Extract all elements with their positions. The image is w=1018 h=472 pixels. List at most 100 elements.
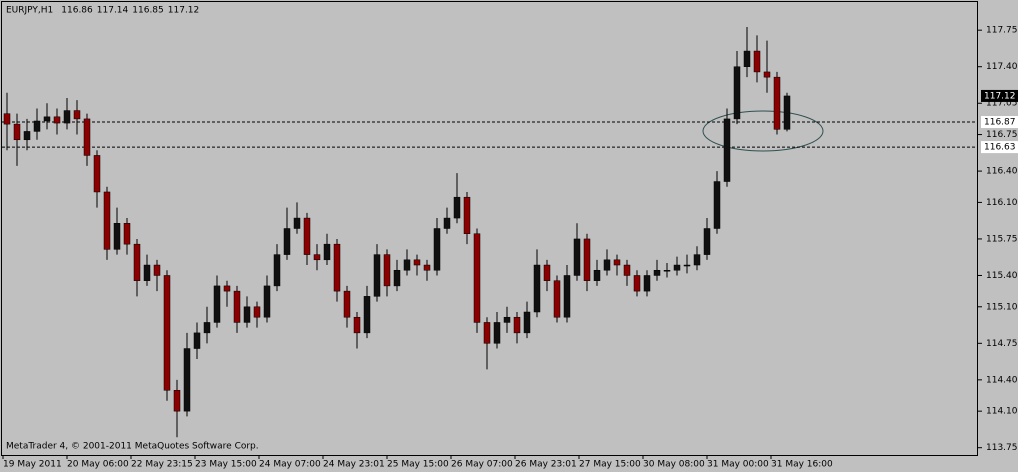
candle-body xyxy=(383,254,391,287)
candle-body xyxy=(433,228,441,271)
candle-body xyxy=(113,223,121,250)
candle-body xyxy=(663,270,671,272)
candle-body xyxy=(333,243,341,292)
candle-body xyxy=(513,316,521,334)
x-tick-label: 30 May 08:00 xyxy=(643,460,705,470)
x-tick-label: 24 May 07:00 xyxy=(259,460,321,470)
candle-body xyxy=(563,275,571,318)
x-tick-label: 24 May 23:01 xyxy=(323,460,385,470)
candle-body xyxy=(213,285,221,323)
candle-body xyxy=(173,390,181,412)
candle-body xyxy=(393,270,401,287)
candle-body xyxy=(633,275,641,292)
candle-body xyxy=(583,238,591,281)
candle-body xyxy=(473,233,481,323)
candle-body xyxy=(63,110,71,124)
y-tick-label: 115.40 xyxy=(986,271,1018,281)
candle-body xyxy=(373,254,381,297)
candle-body xyxy=(53,116,61,124)
y-tick-label: 116.75 xyxy=(986,130,1018,140)
candle-body xyxy=(603,259,611,271)
candle-body xyxy=(753,50,761,73)
candle-body xyxy=(613,259,621,266)
candle-body xyxy=(423,264,431,271)
x-tick-label: 25 May 15:00 xyxy=(387,460,449,470)
candle-body xyxy=(193,332,201,349)
candle-body xyxy=(653,270,661,276)
quote-value: 117.12 xyxy=(168,6,200,16)
candle-body xyxy=(153,264,161,276)
candle-body xyxy=(533,264,541,313)
level-label-box xyxy=(981,141,1018,154)
candle-body xyxy=(303,217,311,255)
candle-body xyxy=(463,196,471,234)
candle-body xyxy=(323,243,331,261)
candle-body xyxy=(783,95,791,130)
candle-body xyxy=(123,223,131,245)
x-tick-label: 23 May 15:00 xyxy=(195,460,257,470)
candle-body xyxy=(143,264,151,281)
candle-body xyxy=(403,259,411,271)
candle-body xyxy=(203,322,211,334)
y-tick-label: 116.10 xyxy=(986,198,1018,208)
candle-body xyxy=(73,110,81,120)
y-tick-label: 115.75 xyxy=(986,234,1018,244)
candle-body xyxy=(3,113,11,125)
candle-body xyxy=(183,348,191,412)
candle-body xyxy=(93,155,101,193)
symbol: EURJPY,H1 xyxy=(6,6,53,16)
candle-body xyxy=(713,181,721,229)
candle-body xyxy=(343,290,351,318)
candle-body xyxy=(353,316,361,334)
candle-body xyxy=(33,120,41,132)
candle-body xyxy=(763,71,771,78)
candle-body xyxy=(163,275,171,391)
y-tick-label: 114.75 xyxy=(986,339,1018,349)
candle-body xyxy=(83,118,91,156)
candle-body xyxy=(493,322,501,344)
candle-body xyxy=(253,306,261,318)
candle-body xyxy=(573,238,581,276)
footer: MetaTrader 4, © 2001-2011 MetaQuotes Sof… xyxy=(6,442,259,452)
candle-body xyxy=(443,217,451,229)
candle-body xyxy=(363,296,371,334)
quote-value: 116.85 xyxy=(132,6,164,16)
candle-body xyxy=(703,228,711,255)
quote-value: 116.86 xyxy=(61,6,93,16)
y-tick-label: 113.75 xyxy=(986,443,1018,453)
x-tick-label: 31 May 16:00 xyxy=(771,460,833,470)
y-tick-label: 114.40 xyxy=(986,375,1018,385)
candle-body xyxy=(133,243,141,281)
candle-body xyxy=(623,264,631,276)
x-tick-label: 31 May 00:00 xyxy=(707,460,769,470)
candle-body xyxy=(693,254,701,266)
candle-body xyxy=(673,264,681,271)
x-tick-label: 26 May 23:01 xyxy=(515,460,577,470)
candle-body xyxy=(553,280,561,318)
candle-body xyxy=(453,196,461,219)
x-tick-label: 20 May 06:00 xyxy=(67,460,129,470)
candle-body xyxy=(523,311,531,334)
candle-body xyxy=(43,116,51,122)
y-tick-label: 114.10 xyxy=(986,407,1018,417)
candle-body xyxy=(13,123,21,141)
candle-body xyxy=(23,131,31,141)
candle-body xyxy=(293,217,301,229)
price-label: 117.12 xyxy=(984,91,1016,101)
candle-body xyxy=(413,259,421,266)
candle-body xyxy=(743,50,751,67)
candle-body xyxy=(103,191,111,250)
x-tick-label: 19 May 2011 xyxy=(3,460,62,470)
y-tick-label: 115.10 xyxy=(986,302,1018,312)
candle-body xyxy=(263,285,271,318)
x-tick-label: 27 May 15:00 xyxy=(579,460,641,470)
candle-body xyxy=(503,316,511,323)
header: EURJPY,H1 116.86 117.14 116.85 117.12 xyxy=(6,6,199,16)
candle-body xyxy=(733,66,741,120)
candle-body xyxy=(723,118,731,182)
level-label: 116.63 xyxy=(984,143,1016,153)
plot-frame xyxy=(1,1,978,456)
annotation-ellipse xyxy=(702,110,824,152)
